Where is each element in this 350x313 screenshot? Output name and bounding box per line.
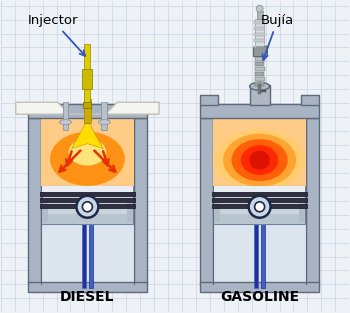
Circle shape xyxy=(255,202,265,212)
Bar xyxy=(257,11,262,18)
Bar xyxy=(214,186,306,224)
Bar xyxy=(42,214,133,224)
Bar xyxy=(213,118,306,186)
Bar xyxy=(40,192,135,196)
Bar xyxy=(255,72,264,76)
Ellipse shape xyxy=(98,120,110,125)
Bar xyxy=(306,118,319,285)
Bar xyxy=(40,198,135,202)
Ellipse shape xyxy=(249,151,270,170)
Bar xyxy=(214,186,306,192)
Bar xyxy=(200,282,319,292)
Bar xyxy=(83,102,91,108)
Bar xyxy=(258,84,261,94)
Ellipse shape xyxy=(69,138,106,166)
Bar xyxy=(212,204,307,208)
Bar xyxy=(261,207,265,288)
Bar xyxy=(250,85,270,105)
Bar xyxy=(213,118,306,285)
Ellipse shape xyxy=(215,129,304,191)
Bar xyxy=(254,21,265,23)
Bar xyxy=(255,58,265,61)
Text: GASOLINE: GASOLINE xyxy=(220,290,299,304)
Bar xyxy=(42,203,48,222)
Bar xyxy=(28,118,41,285)
Circle shape xyxy=(82,202,92,212)
Bar xyxy=(84,44,90,104)
Bar xyxy=(89,207,93,288)
Bar xyxy=(102,102,107,130)
Bar xyxy=(255,62,264,66)
Bar xyxy=(300,203,306,222)
Ellipse shape xyxy=(60,120,71,125)
Ellipse shape xyxy=(50,132,125,186)
Bar xyxy=(127,203,133,222)
Circle shape xyxy=(85,119,90,124)
Bar xyxy=(200,104,319,118)
Text: Bujía: Bujía xyxy=(261,13,294,60)
Bar xyxy=(41,118,134,285)
Ellipse shape xyxy=(223,134,296,187)
Circle shape xyxy=(248,196,271,218)
Bar xyxy=(200,95,218,105)
Bar xyxy=(255,67,265,71)
Polygon shape xyxy=(16,102,159,114)
Bar xyxy=(28,104,147,118)
Ellipse shape xyxy=(250,82,270,90)
Bar xyxy=(212,192,307,196)
Bar xyxy=(82,207,86,288)
Bar xyxy=(82,69,92,89)
Bar xyxy=(255,82,264,86)
Bar xyxy=(214,203,220,222)
Bar xyxy=(63,102,69,130)
Bar xyxy=(40,204,135,208)
Polygon shape xyxy=(71,120,103,149)
Bar xyxy=(254,38,265,42)
Bar xyxy=(254,207,258,288)
Text: Injector: Injector xyxy=(27,13,85,56)
Bar xyxy=(42,186,133,192)
Bar xyxy=(255,77,265,81)
Ellipse shape xyxy=(241,145,278,175)
Ellipse shape xyxy=(232,139,288,181)
Circle shape xyxy=(76,196,98,218)
Bar xyxy=(261,90,266,92)
Bar xyxy=(200,118,213,285)
Bar xyxy=(134,118,147,285)
Bar xyxy=(301,95,319,105)
Text: DIESEL: DIESEL xyxy=(60,290,115,304)
Circle shape xyxy=(256,5,263,12)
Bar xyxy=(84,99,91,123)
Bar xyxy=(254,33,265,36)
Bar xyxy=(253,47,267,56)
Bar xyxy=(41,118,134,186)
Bar xyxy=(42,186,133,224)
Bar xyxy=(212,198,307,202)
Bar xyxy=(255,18,264,47)
Bar xyxy=(254,27,265,29)
Bar xyxy=(214,214,306,224)
Bar xyxy=(28,282,147,292)
